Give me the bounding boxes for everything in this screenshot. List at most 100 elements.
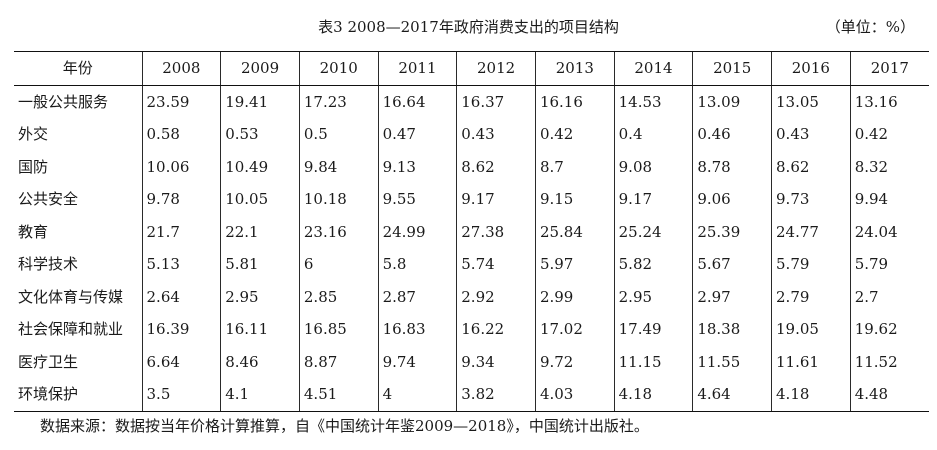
row-category-cell: 一般公共服务 [18, 92, 109, 111]
value-cell: 4.1 [220, 378, 300, 412]
table-row: 公共安全 9.78 10.05 10.18 9.55 9.17 9.15 9.17 9.06 9.… [14, 183, 929, 216]
value-cell: 0.46 [692, 118, 772, 151]
value-cell: 2.97 [692, 280, 772, 313]
value-cell: 8.46 [220, 345, 300, 378]
value-cell: 16.39 [141, 313, 221, 346]
table-body: 一般公共服务 23.59 19.41 17.23 16.64 16.37 16.16 14.5… [14, 85, 929, 412]
value-cell: 14.53 [613, 85, 693, 118]
value-cell: 11.61 [771, 345, 851, 378]
value-cell: 2.7 [849, 280, 929, 313]
row-category-cell: 环境保护 [14, 378, 143, 412]
value-cell: 2.95 [613, 280, 693, 313]
value-cell: 9.06 [692, 183, 772, 216]
value-cell: 0.47 [377, 118, 457, 151]
value-cell: 0.42 [849, 118, 929, 151]
value-cell: 5.81 [220, 248, 300, 281]
value-cell: 9.17 [456, 183, 536, 216]
value-cell: 5.13 [141, 248, 221, 281]
row-category-cell: 国防 [18, 157, 49, 176]
value-cell: 16.11 [220, 313, 300, 346]
value-cell: 5.82 [613, 248, 693, 281]
value-cell: 27.38 [456, 215, 536, 248]
value-cell: 4 [377, 378, 457, 412]
value-cell: 21.7 [141, 215, 221, 248]
value-cell: 11.52 [849, 345, 929, 378]
header-row: 年份 2008 2009 2010 2011 2012 2013 2014 2015 2016 20… [14, 51, 929, 86]
value-cell: 0.58 [141, 118, 221, 151]
source-note: 数据来源：数据按当年价格计算推算，自《中国统计年鉴2009—2018》，中国统计… [40, 417, 649, 435]
table-row: 科学技术 5.13 5.81 6 5.8 5.74 5.97 5.82 5.67 5.79 5.79 [14, 248, 929, 281]
header-cell-year: 2014 [613, 51, 693, 86]
header-cell-year: 2010 [298, 51, 379, 86]
table-row: 文化体育与传媒 2.64 2.95 2.85 2.87 2.92 2.99 2.95 2.97 2… [14, 280, 929, 313]
table-row: 教育 21.7 22.1 23.16 24.99 27.38 25.84 25.24 25.39… [14, 215, 929, 248]
value-cell: 9.94 [849, 183, 929, 216]
value-cell: 4.51 [298, 378, 379, 412]
table-row: 一般公共服务 23.59 19.41 17.23 16.64 16.37 16.16 14.5… [14, 85, 929, 118]
value-cell: 6 [298, 248, 379, 281]
value-cell: 8.7 [534, 150, 615, 183]
value-cell: 9.34 [456, 345, 536, 378]
value-cell: 13.05 [771, 85, 851, 118]
value-cell: 24.77 [771, 215, 851, 248]
value-cell: 2.85 [298, 280, 379, 313]
value-cell: 16.37 [456, 85, 536, 118]
value-cell: 0.42 [534, 118, 615, 151]
value-cell: 19.05 [771, 313, 851, 346]
value-cell: 9.13 [377, 150, 457, 183]
value-cell: 23.59 [141, 85, 221, 118]
value-cell: 9.73 [771, 183, 851, 216]
header-cell-year: 2016 [771, 51, 851, 86]
value-cell: 9.78 [141, 183, 221, 216]
value-cell: 17.49 [613, 313, 693, 346]
value-cell: 17.23 [298, 85, 379, 118]
value-cell: 25.84 [534, 215, 615, 248]
value-cell: 2.99 [534, 280, 615, 313]
value-cell: 4.03 [534, 378, 615, 412]
value-cell: 2.95 [220, 280, 300, 313]
value-cell: 4.18 [771, 378, 851, 412]
row-category-cell: 公共安全 [18, 190, 79, 209]
value-cell: 0.43 [456, 118, 536, 151]
value-cell: 16.64 [377, 85, 457, 118]
value-cell: 24.99 [377, 215, 457, 248]
value-cell: 9.17 [613, 183, 693, 216]
table-row: 外交 0.58 0.53 0.5 0.47 0.43 0.42 0.4 0.46 0.43 0.42 [14, 118, 929, 151]
value-cell: 13.16 [849, 85, 929, 118]
value-cell: 8.87 [298, 345, 379, 378]
value-cell: 24.04 [849, 215, 929, 248]
header-cell-year: 2008 [141, 51, 221, 86]
table-row: 国防 10.06 10.49 9.84 9.13 8.62 8.7 9.08 8.78 8.62 8… [14, 150, 929, 183]
value-cell: 4.64 [692, 378, 772, 412]
header-cell-year-label: 年份 [14, 51, 143, 86]
value-cell: 5.67 [692, 248, 772, 281]
value-cell: 8.32 [849, 150, 929, 183]
value-cell: 3.5 [141, 378, 221, 412]
header-cell-year: 2011 [377, 51, 457, 86]
header-cell-year: 2009 [220, 51, 300, 86]
value-cell: 22.1 [220, 215, 300, 248]
data-table: 年份 2008 2009 2010 2011 2012 2013 2014 2015 2016 20… [14, 51, 929, 412]
table-row: 社会保障和就业 16.39 16.11 16.85 16.83 16.22 17.02 17.… [14, 313, 929, 346]
value-cell: 9.08 [613, 150, 693, 183]
value-cell: 0.4 [613, 118, 693, 151]
header-cell-year: 2017 [849, 51, 929, 86]
value-cell: 9.74 [377, 345, 457, 378]
row-category-cell: 科学技术 [18, 255, 79, 274]
value-cell: 9.84 [298, 150, 379, 183]
value-cell: 19.41 [220, 85, 300, 118]
value-cell: 25.39 [692, 215, 772, 248]
value-cell: 6.64 [141, 345, 221, 378]
value-cell: 2.87 [377, 280, 457, 313]
value-cell: 25.24 [613, 215, 693, 248]
value-cell: 9.72 [534, 345, 615, 378]
value-cell: 16.22 [456, 313, 536, 346]
unit-label: （单位：%） [825, 18, 915, 36]
table-row: 环境保护 3.5 4.1 4.51 4 3.82 4.03 4.18 4.64 4.18 4.48 [14, 378, 929, 412]
value-cell: 8.62 [456, 150, 536, 183]
value-cell: 10.06 [141, 150, 221, 183]
value-cell: 5.74 [456, 248, 536, 281]
value-cell: 0.53 [220, 118, 300, 151]
table-row: 医疗卫生 6.64 8.46 8.87 9.74 9.34 9.72 11.15 11.55 11… [14, 345, 929, 378]
